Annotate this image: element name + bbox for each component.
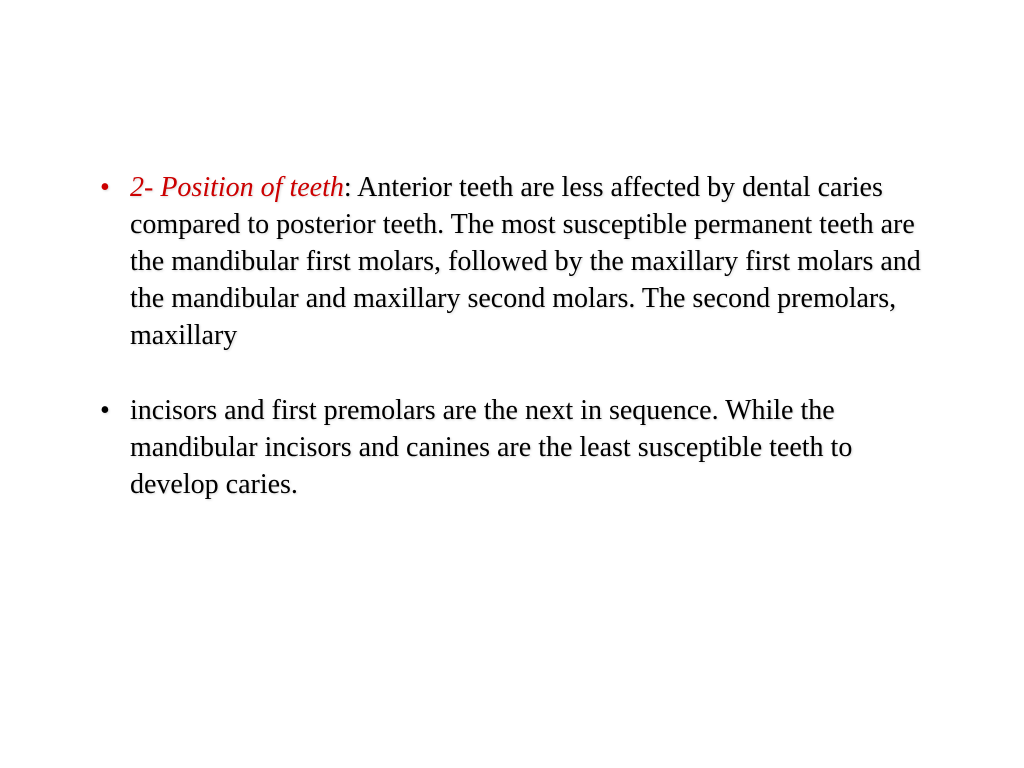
bullet-list: 2- Position of teeth: Anterior teeth are… xyxy=(90,170,934,504)
bullet-heading: 2- Position of teeth xyxy=(130,172,344,203)
list-item: 2- Position of teeth: Anterior teeth are… xyxy=(90,170,934,355)
bullet-body: incisors and first premolars are the nex… xyxy=(130,395,852,500)
list-item: incisors and first premolars are the nex… xyxy=(90,393,934,504)
